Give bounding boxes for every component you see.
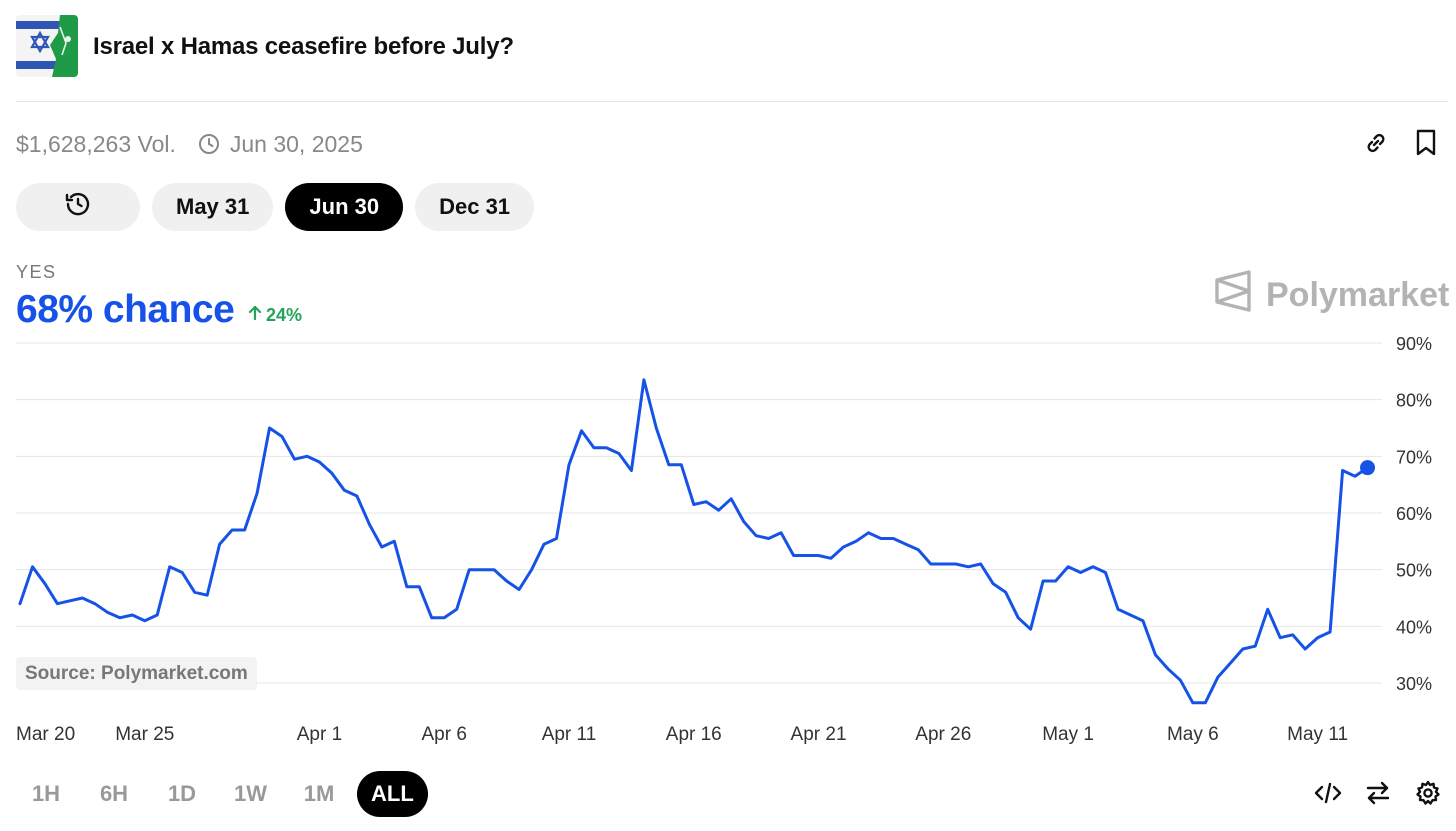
x-tick-label: Apr 16 bbox=[666, 724, 722, 745]
time-range-selector: 1H 6H 1D 1W 1M ALL bbox=[16, 771, 428, 817]
latest-point-marker bbox=[1360, 460, 1376, 476]
y-tick-label: 30% bbox=[1396, 674, 1432, 694]
bookmark-icon[interactable] bbox=[1412, 128, 1440, 158]
x-tick-label: May 11 bbox=[1287, 724, 1348, 745]
market-title: Israel x Hamas ceasefire before July? bbox=[93, 33, 514, 60]
date-pill-dec-31[interactable]: Dec 31 bbox=[415, 183, 535, 231]
polymarket-logo-icon bbox=[1214, 270, 1252, 321]
y-tick-label: 60% bbox=[1396, 504, 1432, 524]
x-tick-label: May 1 bbox=[1042, 724, 1094, 745]
series-line-yes bbox=[18, 378, 1369, 705]
brand-name: Polymarket bbox=[1266, 276, 1450, 314]
volume-text: $1,628,263 Vol. bbox=[16, 130, 176, 157]
chart-grid bbox=[16, 342, 1382, 684]
x-tick-label: Mar 20 bbox=[16, 724, 75, 745]
x-tick-label: Apr 21 bbox=[791, 724, 847, 745]
y-axis: 30% 40% 50% 60% 70% 80% 90% bbox=[1396, 334, 1432, 694]
chart-actions bbox=[1314, 778, 1442, 808]
clock-icon bbox=[198, 133, 220, 155]
date-pill-may-31[interactable]: May 31 bbox=[152, 183, 274, 231]
market-header: Israel x Hamas ceasefire before July? bbox=[16, 15, 1448, 102]
range-1h[interactable]: 1H bbox=[31, 781, 61, 806]
source-label: Source: Polymarket.com bbox=[16, 657, 257, 690]
date-pill-jun-30[interactable]: Jun 30 bbox=[285, 183, 404, 231]
market-meta: $1,628,263 Vol. Jun 30, 2025 bbox=[16, 130, 363, 158]
y-tick-label: 90% bbox=[1396, 334, 1432, 354]
y-tick-label: 40% bbox=[1396, 617, 1432, 637]
y-tick-label: 50% bbox=[1396, 561, 1432, 581]
series-layer bbox=[18, 378, 1376, 705]
range-1d[interactable]: 1D bbox=[167, 781, 197, 806]
link-icon[interactable] bbox=[1362, 128, 1390, 158]
embed-code-icon[interactable] bbox=[1314, 778, 1342, 808]
chance-value: 68% chance bbox=[16, 288, 235, 331]
price-chart: 30% 40% 50% 60% 70% 80% 90% Mar 20 Mar 25 Apr 1 A… bbox=[16, 334, 1432, 745]
change-indicator: 24% bbox=[248, 305, 302, 326]
change-value: 24% bbox=[266, 305, 303, 325]
date-selector: May 31 Jun 30 Dec 31 bbox=[16, 183, 535, 231]
x-tick-label: Apr 1 bbox=[297, 724, 342, 745]
history-icon bbox=[63, 189, 93, 225]
settings-gear-icon[interactable] bbox=[1414, 778, 1442, 808]
range-1m[interactable]: 1M bbox=[303, 781, 335, 806]
x-tick-label: May 6 bbox=[1167, 724, 1219, 745]
x-tick-label: Apr 26 bbox=[915, 724, 971, 745]
range-6h[interactable]: 6H bbox=[99, 781, 129, 806]
swap-arrows-icon[interactable] bbox=[1364, 778, 1392, 808]
range-1w[interactable]: 1W bbox=[234, 781, 267, 806]
x-axis: Mar 20 Mar 25 Apr 1 Apr 6 Apr 11 Apr 16 Apr 21… bbox=[16, 724, 1348, 745]
y-tick-label: 70% bbox=[1396, 447, 1432, 467]
range-all[interactable]: ALL bbox=[357, 771, 428, 817]
arrow-up-icon bbox=[248, 305, 262, 326]
outcome-label: YES bbox=[16, 262, 57, 282]
israel-hamas-flags-thumbnail bbox=[16, 15, 78, 77]
top-actions bbox=[1362, 128, 1440, 158]
history-button[interactable] bbox=[16, 183, 140, 231]
y-tick-label: 80% bbox=[1396, 391, 1432, 411]
x-tick-label: Apr 6 bbox=[422, 724, 467, 745]
x-tick-label: Apr 11 bbox=[542, 724, 597, 745]
end-date-text: Jun 30, 2025 bbox=[229, 130, 363, 157]
x-tick-label: Mar 25 bbox=[115, 724, 174, 745]
polymarket-watermark: Polymarket bbox=[1214, 270, 1449, 321]
